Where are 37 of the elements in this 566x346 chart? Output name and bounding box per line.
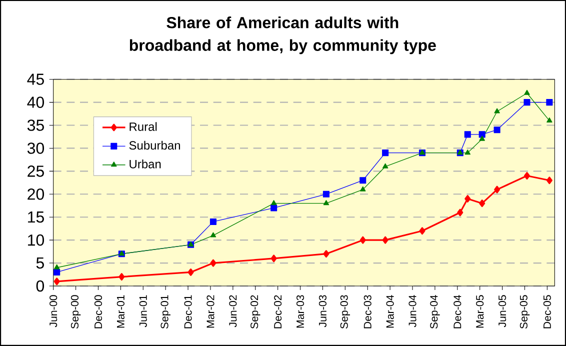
x-tick-label: Dec-02: [274, 295, 282, 328]
x-tick-label: Sep-03: [340, 295, 350, 329]
x-tick-label: Dec-00: [94, 295, 102, 328]
x-tick-label: Jun-00: [50, 295, 58, 328]
x-tick-label: Dec-03: [364, 295, 372, 328]
x-tick-label: Mar-03: [296, 295, 304, 328]
y-tick-label: 20: [28, 188, 44, 200]
x-tick-label: Jun-04: [408, 295, 416, 328]
legend-label: Rural: [130, 122, 157, 131]
y-tick-label: 30: [27, 142, 44, 154]
y-tick-label: 5: [36, 257, 44, 269]
x-tick-label: Jun-01: [139, 295, 147, 328]
legend-label: Urban: [130, 160, 161, 168]
x-tick-label: Jun-05: [498, 295, 506, 328]
x-tick-label: Jun-03: [318, 295, 326, 328]
y-tick-label: 40: [27, 96, 44, 108]
x-tick-label: Sep-05: [520, 295, 530, 329]
x-tick-label: Sep-02: [250, 295, 260, 329]
y-tick-label: 45: [27, 74, 44, 85]
chart-title: Share of American adults with broadband at home, by community type: [130, 16, 436, 54]
x-tick-label: Dec-01: [184, 295, 192, 328]
x-tick-label: Sep-00: [70, 295, 81, 329]
x-tick-label: Mar-01: [116, 295, 124, 328]
x-tick-label: Sep-01: [160, 295, 170, 329]
x-tick-label: Jun-02: [229, 295, 237, 328]
y-tick-label: 10: [28, 234, 44, 246]
x-tick-label: Sep-04: [430, 295, 440, 329]
x-tick-label: Mar-04: [386, 295, 394, 328]
y-tick-label: 35: [27, 120, 44, 131]
y-tick-label: 25: [28, 166, 44, 177]
y-tick-label: 0: [36, 280, 44, 292]
x-tick-label: Dec-04: [454, 295, 462, 328]
x-tick-label: Mar-02: [206, 295, 214, 328]
x-tick-label: Mar-05: [476, 295, 484, 328]
y-tick-label: 15: [28, 212, 44, 223]
x-tick-label: Dec-05: [543, 295, 551, 328]
legend-label: Suburban: [129, 140, 180, 150]
